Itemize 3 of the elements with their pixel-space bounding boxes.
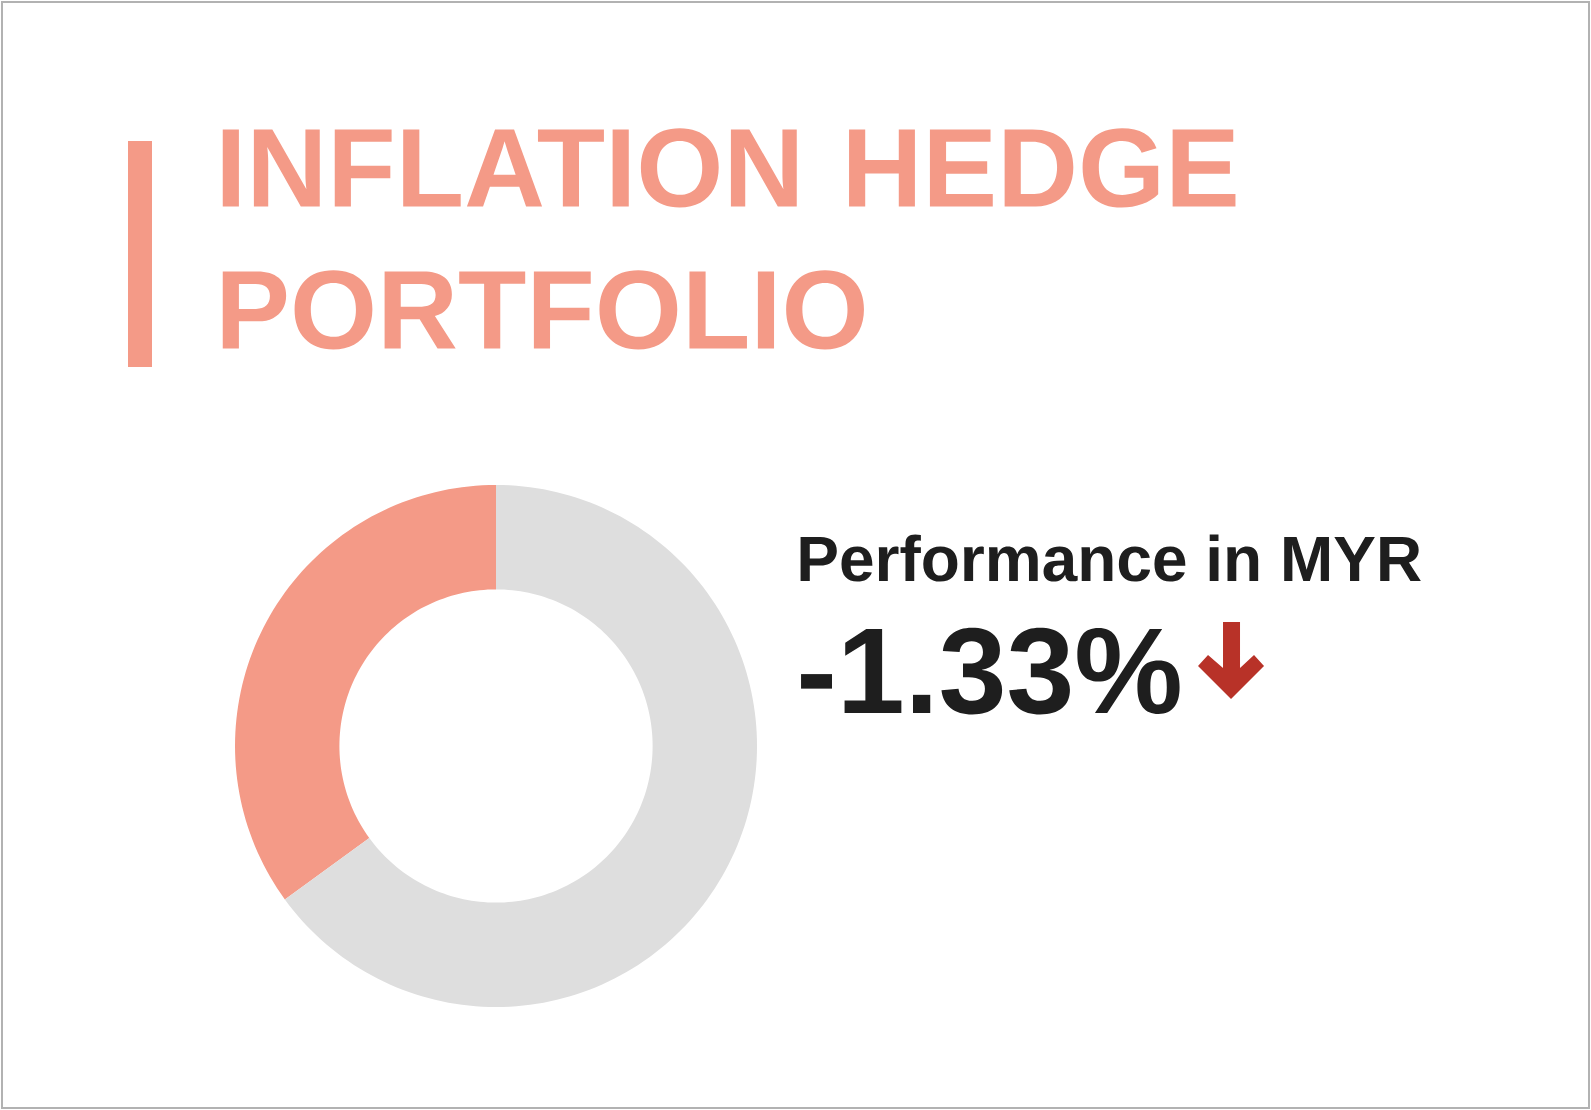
text: Performance in MYR xyxy=(800,534,1421,582)
chart-title: INFLATION HEDGE PORTFOLIO xyxy=(222,128,1236,350)
text: -1.33% xyxy=(801,627,1180,715)
